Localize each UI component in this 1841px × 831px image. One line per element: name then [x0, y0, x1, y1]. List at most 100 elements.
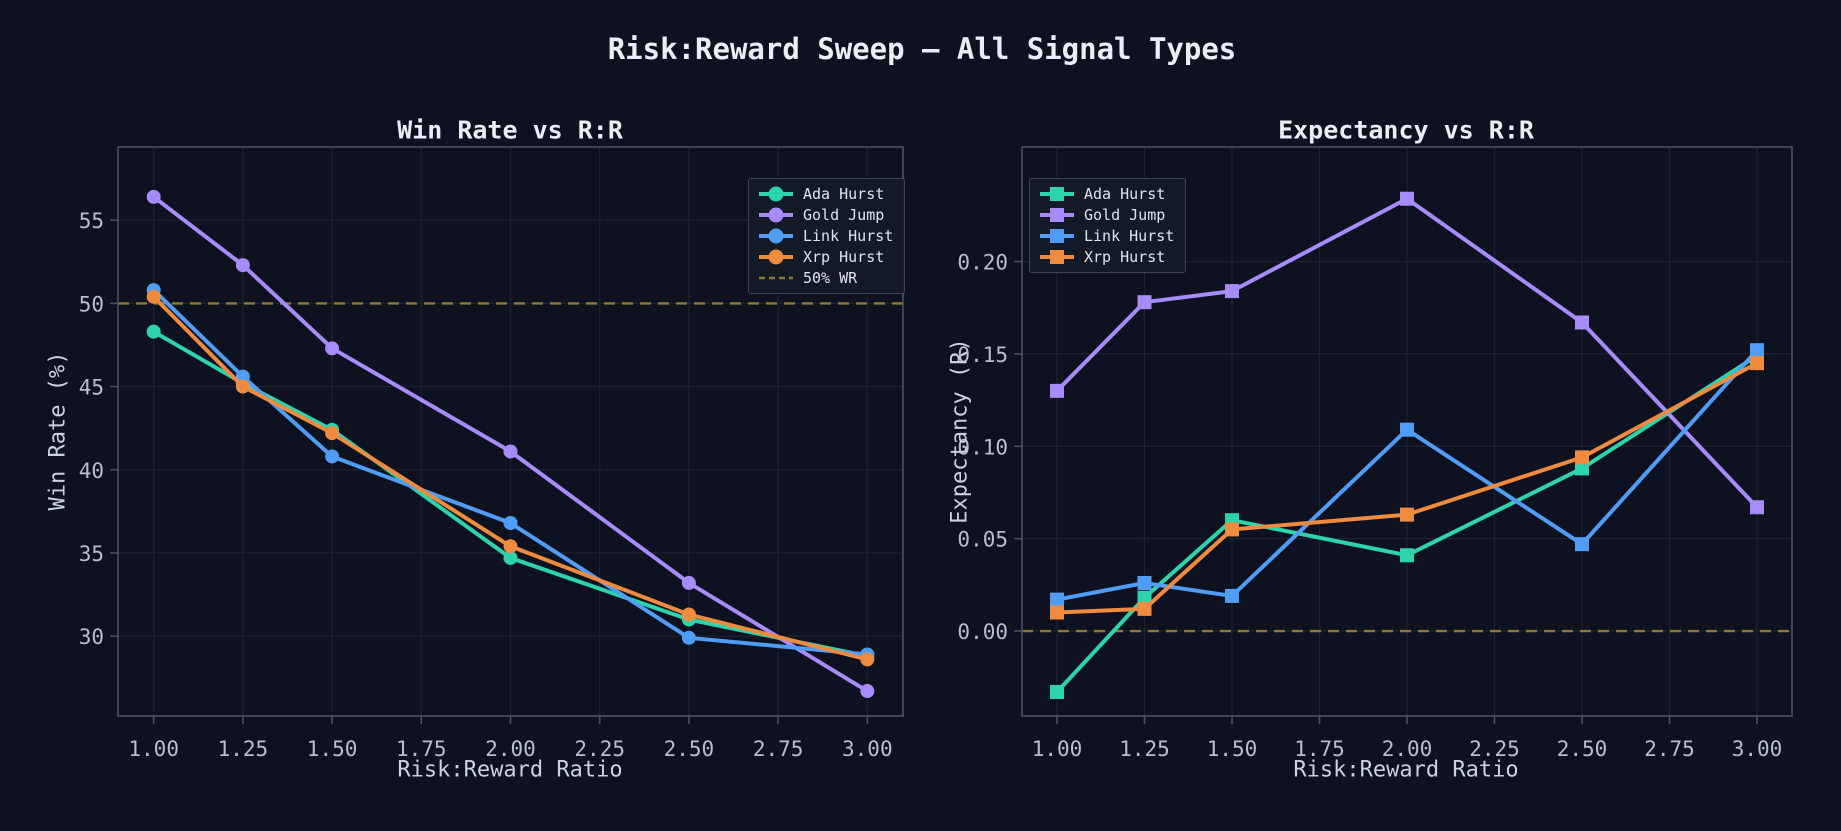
legend-item: Gold Jump — [758, 206, 893, 224]
x-tick-label: 3.00 — [1732, 737, 1783, 761]
legend-item: Link Hurst — [1039, 227, 1174, 245]
legend-marker — [1050, 187, 1064, 201]
legend-square-marker-icon — [1040, 187, 1074, 201]
x-tick-label: 2.00 — [485, 737, 536, 761]
right-x-axis-label: Risk:Reward Ratio — [1293, 757, 1519, 783]
data-point-link-hurst — [1575, 537, 1589, 552]
data-point-ada-hurst — [503, 550, 518, 565]
right-chart-title: Expectancy vs R:R — [1278, 115, 1534, 145]
legend-marker — [768, 186, 784, 202]
data-point-xrp-hurst — [503, 539, 518, 554]
right-y-axis-label: Expectancy (R) — [947, 338, 973, 524]
legend-item: Gold Jump — [1039, 206, 1174, 224]
figure-title: Risk:Reward Sweep — All Signal Types — [607, 32, 1237, 66]
series-line-gold-jump — [1055, 196, 1759, 510]
right-chart-legend: Ada Hurst Gold Jump Link Hurst Xrp Hurst — [1029, 178, 1187, 273]
data-point-gold-jump — [1050, 383, 1064, 398]
legend-item: Ada Hurst — [1039, 185, 1174, 203]
legend-marker — [1050, 229, 1064, 243]
legend-marker — [768, 228, 784, 244]
x-tick-label: 1.25 — [218, 737, 269, 761]
data-point-ada-hurst — [146, 324, 161, 339]
data-point-gold-jump — [1137, 295, 1152, 310]
data-point-ada-hurst — [1050, 684, 1064, 699]
legend-item: Xrp Hurst — [1039, 248, 1174, 266]
data-point-xrp-hurst — [325, 426, 340, 441]
legend-item: 50% WR — [758, 269, 893, 287]
x-tick-label: 1.00 — [1032, 737, 1083, 761]
left-x-axis-label: Risk:Reward Ratio — [397, 757, 623, 783]
y-tick-label: 0.05 — [957, 528, 1008, 552]
x-tick-label: 1.00 — [128, 737, 179, 761]
series-line-xrp-hurst — [151, 294, 870, 662]
data-point-link-hurst — [1050, 592, 1064, 607]
data-point-link-hurst — [1225, 588, 1239, 603]
legend-marker — [1050, 208, 1064, 222]
legend-circle-marker-icon — [759, 186, 793, 202]
data-point-link-hurst — [1750, 343, 1764, 358]
y-tick-label: 30 — [79, 625, 104, 649]
series-line-xrp-hurst — [1055, 361, 1759, 615]
data-point-link-hurst — [503, 516, 518, 531]
x-tick-label: 2.25 — [574, 737, 625, 761]
data-point-xrp-hurst — [681, 607, 696, 622]
legend-label: Xrp Hurst — [803, 248, 885, 266]
data-point-xrp-hurst — [1225, 522, 1239, 537]
legend-label: Gold Jump — [1084, 206, 1166, 224]
legend-marker — [768, 249, 784, 265]
data-point-gold-jump — [860, 684, 875, 699]
data-point-link-hurst — [1137, 575, 1152, 590]
data-point-ada-hurst — [1575, 461, 1589, 476]
y-tick-label: 50 — [79, 292, 104, 316]
data-point-ada-hurst — [1137, 590, 1152, 605]
legend-dash-icon — [759, 276, 793, 280]
data-point-link-hurst — [325, 449, 340, 464]
legend-circle-marker-icon — [759, 207, 793, 223]
data-point-link-hurst — [235, 369, 250, 384]
legend-label: Ada Hurst — [803, 185, 885, 203]
legend-marker — [1050, 250, 1064, 264]
series-line-link-hurst — [1055, 348, 1759, 602]
data-point-gold-jump — [1750, 500, 1764, 515]
left-chart-legend: Ada Hurst Gold Jump Link Hurst Xrp Hurst 50%… — [748, 178, 906, 294]
y-tick-label: 40 — [79, 459, 104, 483]
legend-square-marker-icon — [1040, 208, 1074, 222]
data-point-gold-jump — [503, 444, 518, 459]
legend-label: Gold Jump — [803, 206, 885, 224]
legend-label: 50% WR — [803, 269, 858, 287]
data-point-xrp-hurst — [1400, 507, 1414, 522]
left-y-axis-label: Win Rate (%) — [45, 351, 71, 511]
data-point-ada-hurst — [1400, 548, 1414, 563]
data-point-gold-jump — [146, 189, 161, 204]
left-chart-title: Win Rate vs R:R — [397, 115, 623, 145]
x-tick-label: 2.50 — [664, 737, 715, 761]
legend-label: Link Hurst — [1084, 227, 1175, 245]
y-tick-label: 0.00 — [957, 620, 1008, 644]
data-point-xrp-hurst — [235, 379, 250, 394]
y-tick-label: 0.10 — [957, 435, 1008, 459]
x-tick-label: 2.50 — [1557, 737, 1608, 761]
data-point-gold-jump — [1575, 315, 1589, 330]
x-tick-label: 1.50 — [307, 737, 358, 761]
y-tick-label: 45 — [79, 376, 104, 400]
y-tick-label: 35 — [79, 542, 104, 566]
y-tick-label: 55 — [79, 209, 104, 233]
data-point-link-hurst — [681, 630, 696, 645]
series-line-ada-hurst — [1055, 353, 1759, 694]
legend-marker — [768, 207, 784, 223]
data-point-gold-jump — [325, 341, 340, 356]
data-point-gold-jump — [1225, 284, 1239, 299]
data-point-gold-jump — [1400, 191, 1414, 206]
data-point-xrp-hurst — [1750, 356, 1764, 371]
data-point-xrp-hurst — [1137, 601, 1152, 616]
legend-square-marker-icon — [1040, 250, 1074, 264]
data-point-gold-jump — [235, 258, 250, 273]
legend-label: Ada Hurst — [1084, 185, 1166, 203]
series-line-gold-jump — [151, 194, 870, 694]
x-tick-label: 3.00 — [842, 737, 893, 761]
legend-label: Xrp Hurst — [1084, 248, 1166, 266]
data-point-xrp-hurst — [860, 652, 875, 667]
x-tick-label: 2.75 — [753, 737, 804, 761]
